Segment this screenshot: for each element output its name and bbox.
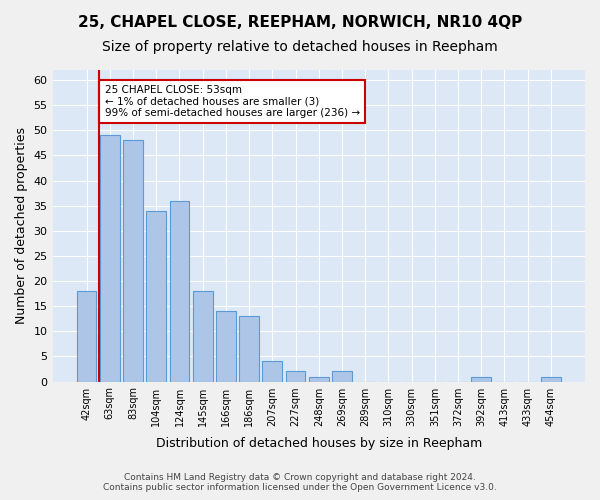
Bar [332,372,352,382]
Bar [123,140,143,382]
Text: Contains HM Land Registry data © Crown copyright and database right 2024.
Contai: Contains HM Land Registry data © Crown c… [103,473,497,492]
Bar [100,136,119,382]
Bar [286,372,305,382]
Bar [216,311,236,382]
Bar [541,376,561,382]
Bar [146,210,166,382]
Bar [309,376,329,382]
Bar [239,316,259,382]
Bar [472,376,491,382]
Text: Size of property relative to detached houses in Reepham: Size of property relative to detached ho… [102,40,498,54]
Bar [170,200,190,382]
Text: 25, CHAPEL CLOSE, REEPHAM, NORWICH, NR10 4QP: 25, CHAPEL CLOSE, REEPHAM, NORWICH, NR10… [78,15,522,30]
Bar [77,291,97,382]
Y-axis label: Number of detached properties: Number of detached properties [15,128,28,324]
X-axis label: Distribution of detached houses by size in Reepham: Distribution of detached houses by size … [155,437,482,450]
Bar [193,291,212,382]
Bar [262,362,282,382]
Text: 25 CHAPEL CLOSE: 53sqm
← 1% of detached houses are smaller (3)
99% of semi-detac: 25 CHAPEL CLOSE: 53sqm ← 1% of detached … [104,85,360,118]
